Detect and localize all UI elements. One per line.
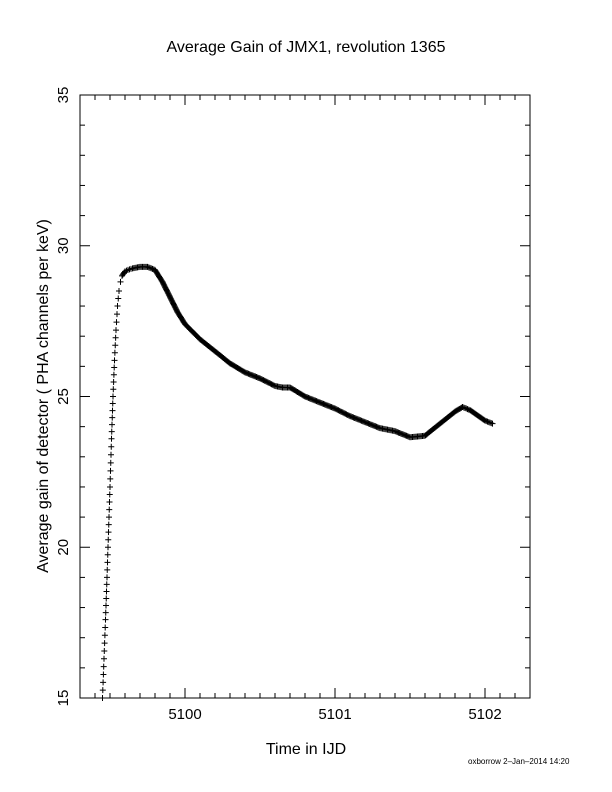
y-tick-label: 35	[55, 87, 72, 104]
data-point	[108, 435, 115, 442]
data-point	[116, 287, 122, 294]
data-point	[111, 349, 118, 356]
y-tick-label: 20	[55, 539, 72, 556]
data-point	[104, 574, 110, 581]
data-point	[105, 521, 112, 528]
data-point	[104, 559, 111, 566]
data-point	[109, 414, 116, 421]
footer-stamp: oxborrow 2–Jan–2014 14:20	[468, 757, 570, 766]
data-point	[111, 364, 118, 371]
data-series	[99, 263, 496, 701]
data-point	[107, 459, 114, 466]
data-point	[104, 551, 111, 558]
data-point	[100, 671, 107, 678]
data-point	[344, 411, 351, 418]
data-point	[109, 400, 116, 407]
data-point	[109, 421, 115, 428]
data-point	[195, 334, 202, 341]
data-point	[101, 647, 108, 654]
data-point	[102, 624, 109, 631]
data-point	[114, 303, 121, 310]
data-point	[158, 276, 165, 283]
data-point	[100, 679, 107, 686]
data-point	[103, 581, 110, 588]
data-point	[107, 475, 114, 482]
data-point	[299, 392, 306, 399]
data-point	[107, 467, 114, 474]
data-point	[101, 632, 108, 639]
data-point	[113, 327, 119, 334]
data-point	[239, 368, 246, 375]
y-axis-label: Average gain of detector ( PHA channels …	[35, 219, 52, 573]
data-point	[165, 291, 172, 298]
data-point	[100, 663, 107, 670]
data-point	[110, 371, 117, 378]
data-point	[106, 514, 112, 521]
chart-title: Average Gain of JMX1, revolution 1365	[167, 39, 446, 56]
data-point	[104, 566, 111, 573]
data-point	[108, 428, 115, 435]
data-point	[149, 265, 156, 272]
y-tick-label: 30	[55, 237, 72, 254]
data-point	[102, 616, 109, 623]
data-point	[480, 416, 486, 423]
data-point	[108, 443, 115, 450]
data-point	[117, 278, 124, 285]
data-point	[487, 419, 493, 426]
y-tick-label: 25	[55, 388, 72, 405]
data-point	[106, 499, 113, 506]
data-point	[173, 306, 180, 313]
data-point	[110, 393, 116, 400]
data-point	[99, 687, 106, 694]
data-point	[180, 318, 187, 325]
data-point	[105, 529, 112, 536]
data-point	[113, 319, 120, 326]
data-point	[107, 483, 113, 490]
axis-ticks: 15 20 25 30 35 5100 5101 5102	[55, 87, 531, 723]
data-point	[488, 420, 495, 427]
x-tick-label: 5101	[318, 706, 351, 723]
data-point	[120, 270, 127, 277]
data-point	[123, 267, 130, 274]
data-point	[103, 595, 110, 602]
data-point	[106, 491, 113, 498]
data-point	[115, 295, 122, 302]
data-point	[110, 386, 117, 393]
data-point	[105, 536, 112, 543]
data-point	[99, 695, 106, 701]
data-point	[101, 655, 107, 662]
data-point	[128, 265, 134, 272]
data-point	[102, 609, 109, 616]
data-point	[109, 407, 116, 414]
data-point	[101, 640, 108, 647]
data-point	[103, 602, 109, 609]
data-point	[269, 381, 276, 388]
data-point	[110, 379, 117, 386]
data-point	[105, 544, 111, 551]
data-point	[464, 406, 471, 413]
data-point	[108, 451, 114, 458]
data-point	[106, 506, 113, 513]
data-point	[103, 588, 110, 595]
y-tick-label: 15	[55, 690, 72, 707]
data-point	[111, 357, 118, 364]
data-point	[112, 342, 119, 349]
data-point	[125, 266, 131, 273]
x-tick-label: 5102	[468, 706, 501, 723]
x-tick-label: 5100	[168, 706, 201, 723]
data-point	[112, 334, 119, 341]
data-point	[114, 311, 120, 318]
x-axis-label: Time in IJD	[266, 741, 346, 758]
